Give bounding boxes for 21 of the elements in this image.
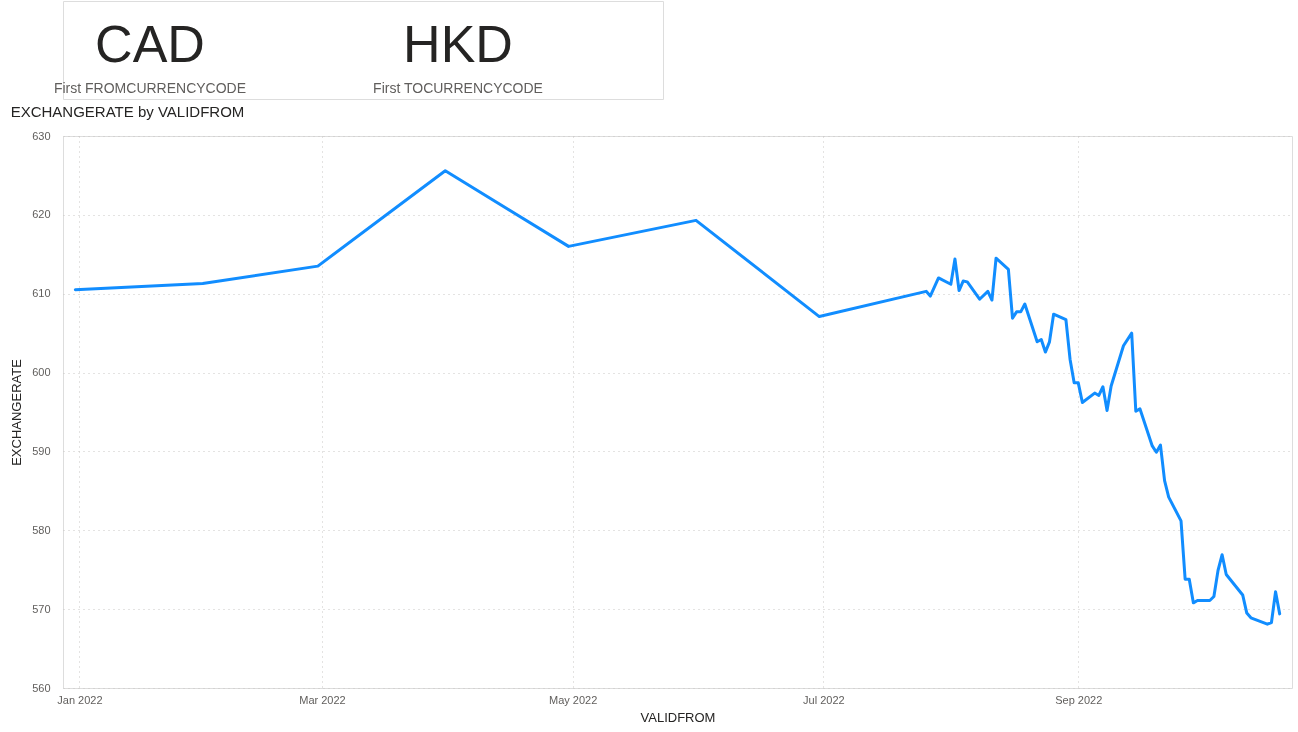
y-tick-label: 610 <box>32 287 51 300</box>
x-axis-title: VALIDFROM <box>640 709 716 725</box>
y-tick-label: 620 <box>32 208 51 221</box>
line-series <box>73 169 1282 626</box>
y-tick-label: 560 <box>32 681 51 694</box>
x-tick-label: May 2022 <box>549 693 598 706</box>
text: CAD <box>95 15 205 73</box>
y-tick-label: 580 <box>32 523 51 536</box>
text: HKD <box>403 15 513 73</box>
y-axis-title: EXCHANGERATE <box>9 358 25 466</box>
x-tick-label: Jan 2022 <box>57 693 103 706</box>
x-tick-label: Sep 2022 <box>1055 693 1103 706</box>
text: First FROMCURRENCYCODE <box>53 80 247 96</box>
text: First TOCURRENCYCODE <box>373 80 543 96</box>
y-tick-label: 600 <box>32 366 51 379</box>
chart-title: EXCHANGERATE by VALIDFROM <box>10 103 245 120</box>
y-tick-label: 590 <box>32 444 51 457</box>
y-tick-label: 630 <box>32 129 51 142</box>
x-tick-label: Mar 2022 <box>299 693 346 706</box>
x-tick-label: Jul 2022 <box>803 693 845 706</box>
y-tick-label: 570 <box>32 602 51 615</box>
